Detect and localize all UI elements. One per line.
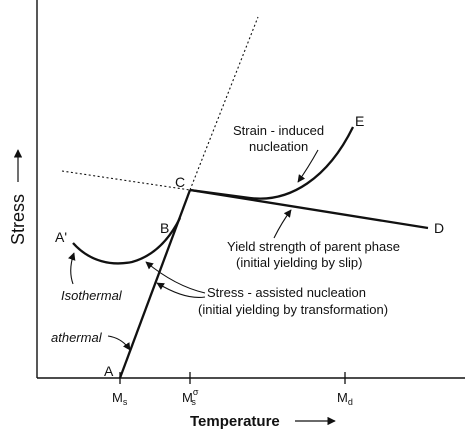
point-label-b: B	[160, 220, 169, 236]
curve-a-prime-b	[72, 217, 182, 265]
y-axis-title: Stress	[8, 194, 28, 245]
point-label-d: D	[434, 220, 444, 236]
arrow-isothermal	[68, 252, 76, 285]
tick-label-md: Md	[337, 390, 353, 407]
annotation-stress-assisted-line1: Stress - assisted nucleation	[207, 285, 366, 300]
point-label-a-prime: A'	[55, 229, 67, 245]
arrow-strain-induced	[297, 149, 319, 183]
tick-label-ms: Ms	[112, 390, 128, 407]
annotation-yield-strength-line1: Yield strength of parent phase	[227, 239, 400, 254]
dotted-extension-left	[61, 170, 191, 191]
dotted-extension-upper	[189, 16, 259, 191]
annotation-yield-strength-line2: (initial yielding by slip)	[236, 255, 362, 270]
point-label-a: A	[104, 363, 114, 379]
annotation-strain-induced-line2: nucleation	[249, 139, 308, 154]
tick-label-ms-sigma: Mσ s	[182, 387, 199, 407]
arrow-stress-assisted-to-line	[156, 282, 206, 298]
arrow-yield-strength	[273, 209, 292, 239]
arrow-athermal	[107, 335, 131, 351]
curve-c-e	[189, 126, 355, 200]
annotation-stress-assisted-line2: (initial yielding by transformation)	[198, 302, 388, 317]
arrow-stress-assisted-to-curve	[145, 261, 206, 294]
annotation-strain-induced-line1: Strain - induced	[233, 123, 324, 138]
annotation-athermal: athermal	[51, 330, 103, 345]
point-label-c: C	[175, 174, 185, 190]
x-axis-title: Temperature	[190, 413, 280, 430]
point-label-e: E	[355, 113, 364, 129]
annotation-isothermal: Isothermal	[61, 288, 123, 303]
